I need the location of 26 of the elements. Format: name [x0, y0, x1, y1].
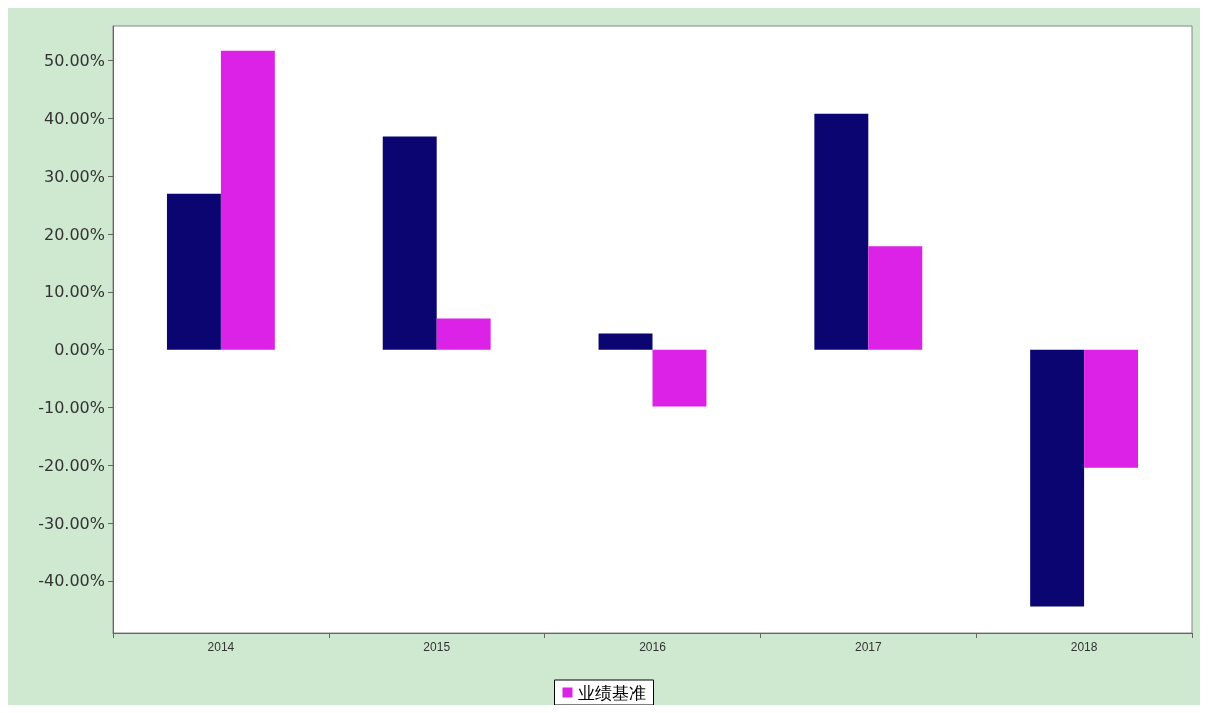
bar — [1084, 349, 1139, 468]
y-tick-label: 20.00% — [43, 224, 105, 244]
bar — [598, 333, 653, 350]
y-tick-label: 10.00% — [43, 282, 105, 302]
x-tick-label: 2014 — [207, 640, 235, 654]
y-tick-label: 0.00% — [54, 340, 105, 360]
y-tick-label: 50.00% — [43, 51, 105, 71]
x-tick-label: 2016 — [639, 640, 667, 654]
x-tick-label: 2018 — [1070, 640, 1098, 654]
y-tick-label: -10.00% — [38, 398, 105, 418]
y-tick-label: -20.00% — [38, 455, 105, 475]
bar — [1030, 349, 1085, 607]
bar — [814, 113, 869, 350]
legend-label: 业绩基准 — [577, 682, 646, 703]
y-tick-label: 40.00% — [43, 109, 105, 128]
bar — [868, 246, 923, 350]
y-tick-label: -40.00% — [38, 571, 105, 591]
y-tick-label: 30.00% — [43, 166, 105, 186]
bar — [652, 349, 707, 407]
y-tick-label: -30.00% — [38, 513, 105, 533]
bar — [382, 136, 437, 350]
x-tick-label: 2015 — [423, 640, 451, 654]
x-tick-label: 2017 — [854, 640, 882, 654]
bar — [166, 193, 221, 350]
bar — [220, 50, 275, 350]
bar — [436, 318, 491, 350]
